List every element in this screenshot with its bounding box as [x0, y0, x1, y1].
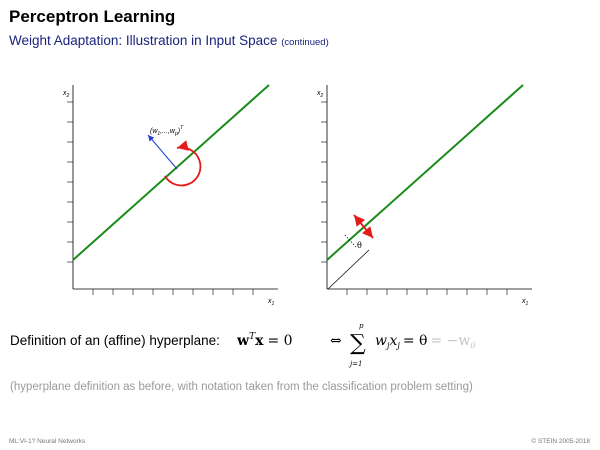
- theta-label: θ: [357, 241, 362, 250]
- right-hyperplane-line: [326, 84, 524, 261]
- weight-vector-label: (w1,...,wp)T: [150, 125, 184, 137]
- slide-subtitle: Weight Adaptation: Illustration in Input…: [9, 33, 329, 48]
- shift-arrow: [353, 214, 374, 239]
- subtitle-text: Weight Adaptation: Illustration in Input…: [9, 33, 278, 48]
- hyperplane-definition-text: Definition of an (affine) hyperplane:: [10, 333, 220, 348]
- slide-title: Perceptron Learning: [9, 7, 176, 26]
- formula-iff: ⇔: [330, 333, 342, 349]
- left-x-axis-label: x1: [267, 298, 275, 307]
- footer-left: ML:VI-1? Neural Networks: [9, 438, 86, 445]
- weight-vector-arrow: [147, 134, 178, 170]
- formula-rhs: wjxj = θ = −w0: [375, 333, 475, 350]
- left-hyperplane-line: [72, 84, 270, 261]
- left-y-axis-label: x2: [62, 90, 70, 99]
- left-y-ticks: [67, 101, 73, 263]
- right-plot: x2 x1 θ: [316, 84, 532, 307]
- definition-note: (hyperplane definition as before, with n…: [10, 381, 473, 393]
- right-x-axis: [327, 288, 532, 295]
- right-y-axis: [321, 85, 328, 289]
- formula-lhs: wTx = 0: [236, 332, 293, 349]
- hyperplane-formula: wTx = 0 ⇔ p ∑ j=1 wjxj = θ = −w0: [236, 322, 475, 368]
- rotation-arrow: [164, 140, 202, 187]
- sum-lower-limit: j=1: [348, 360, 363, 368]
- right-y-axis-label: x2: [316, 90, 324, 99]
- left-x-axis: [73, 288, 278, 295]
- left-y-axis: [67, 85, 74, 289]
- right-y-ticks: [321, 101, 327, 263]
- left-x-ticks: [92, 289, 254, 295]
- origin-normal-line: [327, 249, 370, 290]
- footer-copyright: © STEIN 2005-2018: [531, 438, 590, 445]
- subtitle-note: (continued): [281, 37, 329, 48]
- right-x-axis-label: x1: [521, 298, 529, 307]
- sum-symbol: ∑: [350, 331, 366, 356]
- left-plot: x2 x1 (w1,...,wp)T: [62, 84, 278, 307]
- right-x-ticks: [346, 289, 508, 295]
- sum-upper-limit: p: [359, 322, 364, 330]
